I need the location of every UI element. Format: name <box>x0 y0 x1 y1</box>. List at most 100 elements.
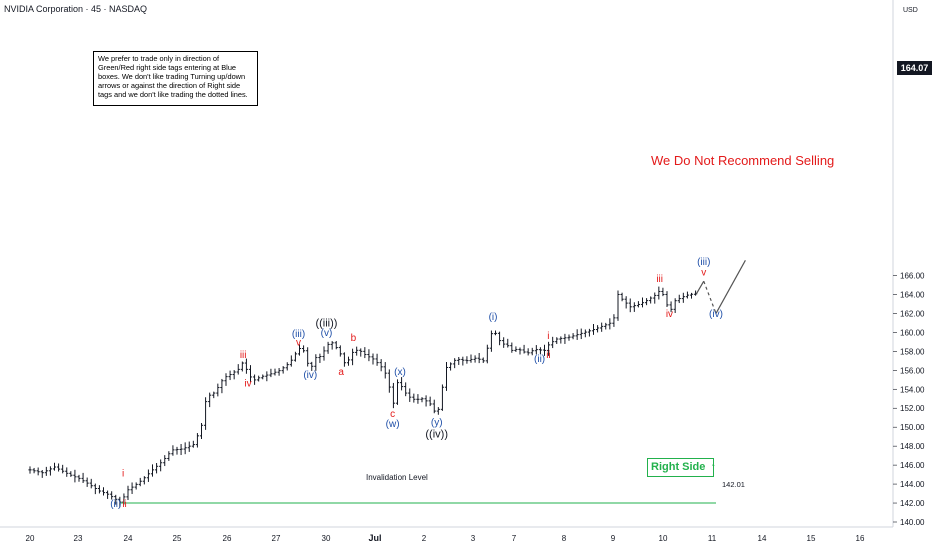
ohlc-bar <box>208 392 212 408</box>
wave-label: (iii) <box>292 329 305 340</box>
y-tick-label: 148.00 <box>900 442 925 451</box>
ohlc-bar <box>497 331 502 346</box>
y-tick-label: 146.00 <box>900 461 925 470</box>
y-tick-label: 150.00 <box>900 423 925 432</box>
wave-label: (ii) <box>534 354 545 365</box>
ohlc-bar <box>69 471 73 477</box>
up-arrow-icon: ↑ <box>710 461 716 473</box>
ohlc-bar <box>644 298 649 306</box>
wave-label: v <box>701 268 706 279</box>
ohlc-bar <box>326 341 330 354</box>
ohlc-bar <box>146 469 151 482</box>
ohlc-bar <box>81 472 85 483</box>
ohlc-bar <box>134 482 138 490</box>
ohlc-bar <box>632 302 636 312</box>
ohlc-bar <box>444 361 449 391</box>
ohlc-bar <box>240 361 244 372</box>
wave-label: iv <box>666 309 673 320</box>
ohlc-bar <box>399 377 404 391</box>
ohlc-bar <box>77 474 81 482</box>
wave-label: iii <box>656 274 663 285</box>
ohlc-bar <box>620 292 624 302</box>
ohlc-bar <box>371 353 375 365</box>
ohlc-bar <box>110 491 114 500</box>
x-tick-label: 14 <box>758 534 767 543</box>
ohlc-bar <box>306 347 310 367</box>
current-price-badge: 164.07 <box>897 61 932 75</box>
projection-solid-line <box>715 260 746 314</box>
ohlc-bar <box>44 466 48 476</box>
ohlc-bar <box>628 298 632 313</box>
ohlc-bar <box>571 333 575 340</box>
symbol-title[interactable]: NVIDIA Corporation · 45 · NASDAQ <box>4 4 148 14</box>
wave-label: i <box>122 468 124 479</box>
wave-label: ((iii)) <box>315 318 337 330</box>
x-tick-label: 30 <box>322 534 331 543</box>
wave-label: (i) <box>489 312 498 323</box>
y-tick-label: 160.00 <box>900 328 925 337</box>
x-tick-label: 8 <box>562 534 567 543</box>
ohlc-bar <box>657 286 661 300</box>
trading-note: We prefer to trade only in direction of … <box>93 51 258 106</box>
ohlc-bar <box>448 362 453 371</box>
ohlc-bar <box>65 467 69 477</box>
ohlc-bar <box>350 348 355 366</box>
ohlc-bar <box>440 384 445 411</box>
ohlc-bar <box>187 441 191 452</box>
ohlc-bar <box>28 466 32 474</box>
ohlc-bar <box>395 379 400 405</box>
wave-label: ii <box>122 499 126 510</box>
ohlc-bar <box>677 294 681 304</box>
ohlc-bar <box>126 485 130 501</box>
y-tick-label: 152.00 <box>900 404 925 413</box>
ohlc-bar <box>383 362 387 379</box>
ohlc-bar <box>220 378 224 394</box>
ohlc-bar <box>228 370 232 381</box>
x-tick-label: 9 <box>611 534 616 543</box>
x-tick-label: 15 <box>807 534 816 543</box>
ohlc-bar <box>318 353 322 363</box>
ohlc-bar <box>428 396 432 407</box>
ohlc-bar <box>179 443 183 456</box>
right-side-tag: Right Side ↑ <box>647 458 716 477</box>
ohlc-bar <box>367 349 371 362</box>
ohlc-bar <box>546 341 551 356</box>
x-tick-label: 23 <box>74 534 83 543</box>
invalidation-value: 142.01 <box>722 480 745 489</box>
ohlc-bar <box>293 351 298 362</box>
ohlc-bars <box>28 286 698 508</box>
ohlc-bar <box>489 330 494 352</box>
wave-label: a <box>338 367 344 378</box>
ohlc-bar <box>591 324 596 335</box>
x-tick-label: 16 <box>856 534 865 543</box>
ohlc-bar <box>244 358 249 374</box>
currency-label[interactable]: USD <box>903 7 918 14</box>
ohlc-bar <box>297 344 302 356</box>
ohlc-bar <box>506 338 510 348</box>
ohlc-bar <box>257 375 261 382</box>
ohlc-bar <box>661 287 665 297</box>
ohlc-bar <box>526 348 530 356</box>
ohlc-bar <box>457 357 461 365</box>
ohlc-bar <box>261 374 265 380</box>
ohlc-bar <box>269 368 273 378</box>
ohlc-bar <box>616 290 620 321</box>
ohlc-bar <box>138 477 142 487</box>
ohlc-bar <box>285 362 289 371</box>
ohlc-bar <box>575 329 579 340</box>
x-tick-label: 10 <box>659 534 668 543</box>
ohlc-bar <box>404 382 408 397</box>
ohlc-bar <box>555 337 559 344</box>
wave-label: (iv) <box>303 370 317 381</box>
ohlc-bar <box>195 433 200 448</box>
ohlc-bar <box>334 341 338 350</box>
y-tick-label: 144.00 <box>900 480 925 489</box>
ohlc-bar <box>114 494 118 505</box>
wave-label: iv <box>244 378 251 389</box>
ohlc-bar <box>159 459 163 472</box>
ohlc-bar <box>277 368 281 376</box>
ohlc-bar <box>52 462 57 471</box>
ohlc-bar <box>273 368 277 376</box>
